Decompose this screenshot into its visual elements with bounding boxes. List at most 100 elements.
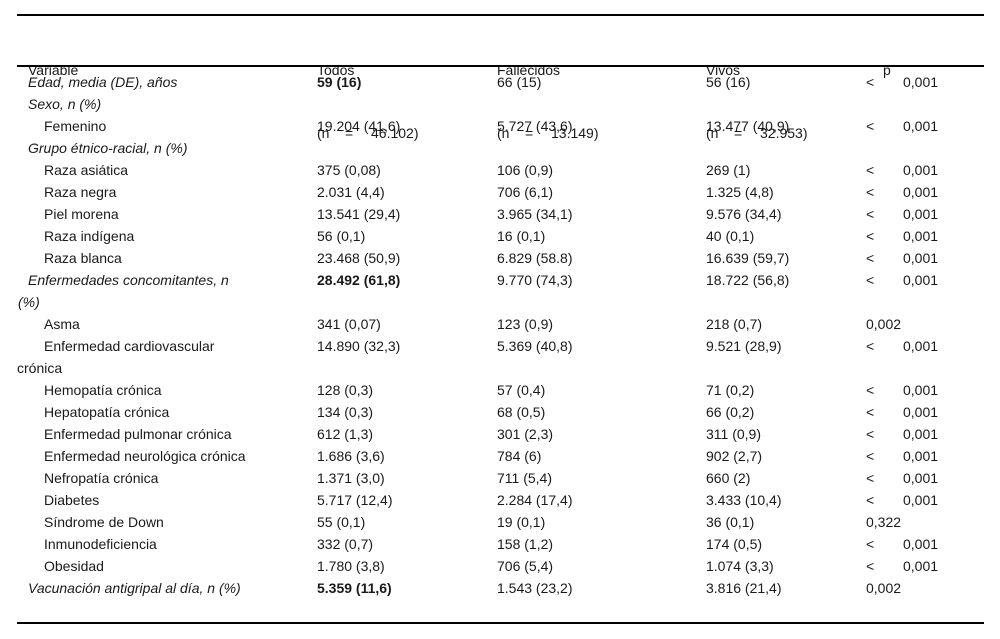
vivos-cell: 902 (2,7) xyxy=(706,448,763,464)
p-cell: <0,001 xyxy=(866,71,984,93)
vivos-cell: 660 (2) xyxy=(706,470,751,486)
variable-cell: Enfermedad neurológica crónica xyxy=(44,448,246,464)
p-cell: 0,322 xyxy=(866,511,984,533)
fallecidos-cell: 784 (6) xyxy=(497,448,542,464)
fallecidos-cell xyxy=(497,137,706,159)
p-value: 0,001 xyxy=(903,448,939,464)
less-than-sign: < xyxy=(866,228,875,244)
variable-cell: Inmunodeficiencia xyxy=(44,536,157,552)
todos-cell: 23.468 (50,9) xyxy=(317,250,401,266)
fallecidos-cell: 706 (6,1) xyxy=(497,184,554,200)
fallecidos-cell: 123 (0,9) xyxy=(497,316,554,332)
p-cell: <0,001 xyxy=(866,115,984,137)
less-than-sign: < xyxy=(866,382,875,398)
less-than-sign: < xyxy=(866,536,875,552)
vivos-cell: 40 (0,1) xyxy=(706,228,755,244)
vivos-cell: 9.576 (34,4) xyxy=(706,206,782,222)
less-than-sign: < xyxy=(866,162,875,178)
fallecidos-cell: 1.543 (23,2) xyxy=(497,580,573,596)
p-value: 0,001 xyxy=(903,426,939,442)
variable-cell: Enfermedad cardiovascular crónica xyxy=(17,338,215,376)
variable-cell: Raza indígena xyxy=(44,228,135,244)
todos-cell: 375 (0,08) xyxy=(317,162,381,178)
p-cell: 0,002 xyxy=(866,577,984,599)
fallecidos-cell: 68 (0,5) xyxy=(497,404,546,420)
p-value: 0,001 xyxy=(903,250,939,266)
variable-cell: Grupo étnico-racial, n (%) xyxy=(28,140,188,156)
fallecidos-cell: 301 (2,3) xyxy=(497,426,554,442)
p-value: 0,001 xyxy=(903,404,939,420)
todos-cell: 19.204 (41,6) xyxy=(317,118,401,134)
less-than-sign: < xyxy=(866,492,875,508)
table-row: Grupo étnico-racial, n (%) xyxy=(17,137,984,159)
column-n-count: (n = 13.149) xyxy=(497,123,706,144)
p-cell xyxy=(866,93,984,115)
n-open: (n xyxy=(317,125,330,141)
p-value: 0,002 xyxy=(866,316,902,332)
less-than-sign: < xyxy=(866,558,875,574)
p-cell: <0,001 xyxy=(866,159,984,181)
table-row: Hemopatía crónica 128 (0,3) 57 (0,4) 71 … xyxy=(17,379,984,401)
vivos-cell xyxy=(706,137,866,159)
variable-cell: Nefropatía crónica xyxy=(44,470,159,486)
vivos-cell: 269 (1) xyxy=(706,162,751,178)
n-open: (n xyxy=(706,125,719,141)
less-than-sign: < xyxy=(866,470,875,486)
variable-cell: Edad, media (DE), años xyxy=(28,74,178,90)
p-cell: <0,001 xyxy=(866,247,984,269)
vivos-cell: 1.074 (3,3) xyxy=(706,558,774,574)
todos-cell: 1.686 (3,6) xyxy=(317,448,385,464)
variable-cell: Raza negra xyxy=(44,184,117,200)
table-row: Enfermedad pulmonar crónica 612 (1,3) 30… xyxy=(17,423,984,445)
table-body: Edad, media (DE), años 59 (16) 66 (15) 5… xyxy=(17,71,984,599)
fallecidos-cell: 706 (5,4) xyxy=(497,558,554,574)
fallecidos-cell: 3.965 (34,1) xyxy=(497,206,573,222)
p-value: 0,001 xyxy=(903,228,939,244)
less-than-sign: < xyxy=(866,184,875,200)
equals-sign: = xyxy=(345,125,354,141)
todos-cell: 1.780 (3,8) xyxy=(317,558,385,574)
p-cell: <0,001 xyxy=(866,445,984,467)
p-value: 0,001 xyxy=(903,492,939,508)
table-row: Raza negra 2.031 (4,4) 706 (6,1) 1.325 (… xyxy=(17,181,984,203)
vivos-cell: 16.639 (59,7) xyxy=(706,250,790,266)
variable-cell: Asma xyxy=(44,316,80,332)
table-row: Edad, media (DE), años 59 (16) 66 (15) 5… xyxy=(17,71,984,93)
vivos-cell: 1.325 (4,8) xyxy=(706,184,774,200)
p-value: 0,001 xyxy=(903,272,939,288)
p-value: 0,001 xyxy=(903,162,939,178)
fallecidos-cell: 158 (1,2) xyxy=(497,536,554,552)
n-value: 13.149) xyxy=(551,125,599,141)
vivos-cell: 218 (0,7) xyxy=(706,316,763,332)
variable-cell: Enfermedades concomitantes, n (%) xyxy=(18,272,229,310)
table-row: Sexo, n (%) xyxy=(17,93,984,115)
p-cell: <0,001 xyxy=(866,555,984,577)
todos-cell: 612 (1,3) xyxy=(317,426,374,442)
p-value: 0,001 xyxy=(903,470,939,486)
todos-cell: 332 (0,7) xyxy=(317,536,374,552)
fallecidos-cell: 19 (0,1) xyxy=(497,514,546,530)
less-than-sign: < xyxy=(866,426,875,442)
vivos-cell: 311 (0,9) xyxy=(706,426,761,442)
variable-cell: Sexo, n (%) xyxy=(28,96,102,112)
p-cell: <0,001 xyxy=(866,269,984,313)
todos-cell: 55 (0,1) xyxy=(317,514,366,530)
variable-cell: Enfermedad pulmonar crónica xyxy=(44,426,232,442)
todos-cell: 2.031 (4,4) xyxy=(317,184,385,200)
todos-cell: 56 (0,1) xyxy=(317,228,366,244)
vivos-cell: 66 (0,2) xyxy=(706,404,755,420)
p-cell: <0,001 xyxy=(866,203,984,225)
variable-cell: Hepatopatía crónica xyxy=(44,404,170,420)
equals-sign: = xyxy=(734,125,743,141)
variable-cell: Raza asiática xyxy=(44,162,129,178)
vivos-cell: 3.816 (21,4) xyxy=(706,580,782,596)
vivos-cell xyxy=(706,93,866,115)
p-cell: <0,001 xyxy=(866,379,984,401)
fallecidos-cell: 6.829 (58.8) xyxy=(497,250,573,266)
column-n-count: (n = 32.953) xyxy=(706,123,866,144)
variable-cell: Hemopatía crónica xyxy=(44,382,162,398)
table-row: Síndrome de Down 55 (0,1) 19 (0,1) 36 (0… xyxy=(17,511,984,533)
p-cell: <0,001 xyxy=(866,401,984,423)
vivos-cell: 13.477 (40,9) xyxy=(706,118,790,134)
p-cell: <0,001 xyxy=(866,533,984,555)
